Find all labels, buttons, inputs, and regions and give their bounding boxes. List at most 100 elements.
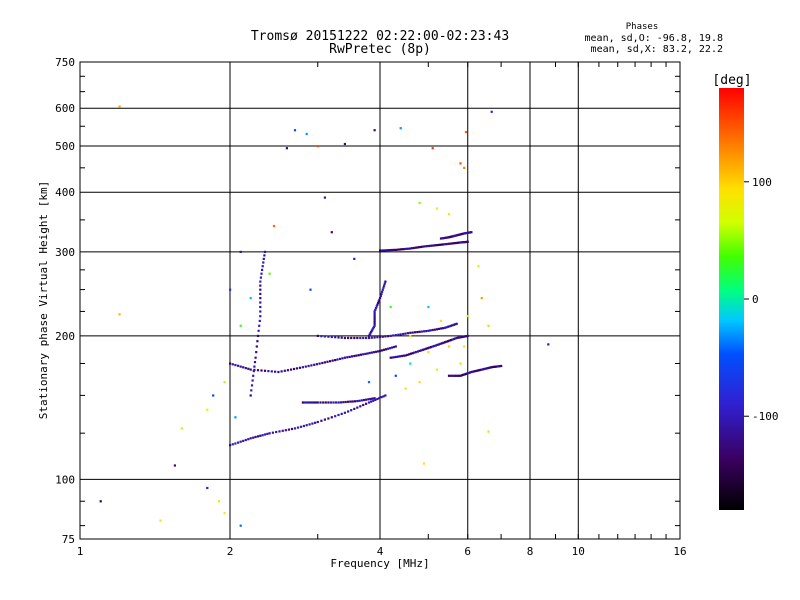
data-point (490, 110, 493, 113)
trace-point (381, 249, 384, 252)
trace-point (421, 245, 424, 248)
trace-point (385, 348, 388, 351)
trace-point (449, 324, 453, 327)
trace-point (356, 406, 359, 409)
trace-point (303, 401, 306, 404)
trace-point (370, 329, 373, 332)
data-point (229, 288, 232, 291)
trace-point (458, 241, 461, 244)
trace-point (384, 394, 387, 397)
trace-point (249, 368, 252, 371)
trace-point (359, 336, 362, 340)
trace-point (358, 399, 361, 402)
trace-point (296, 426, 300, 429)
trace-point (259, 280, 262, 283)
trace-point (253, 361, 257, 364)
trace-point (464, 335, 467, 338)
trace-point (261, 268, 264, 271)
data-point (118, 105, 121, 108)
x-tick-label: 6 (464, 545, 471, 558)
trace-point (374, 350, 378, 353)
trace-point (447, 242, 451, 245)
trace-point (259, 288, 262, 291)
trace-point (357, 354, 360, 357)
trace-point (281, 429, 284, 432)
trace-point (320, 335, 323, 338)
trace-point (323, 361, 326, 364)
trace-point (278, 430, 281, 433)
trace-point (393, 356, 396, 359)
trace-point (388, 249, 392, 252)
trace-point (343, 411, 346, 414)
trace-point (381, 290, 384, 293)
data-point (459, 162, 462, 165)
trace-point (384, 280, 387, 283)
trace-point (231, 363, 234, 366)
trace-point (258, 319, 261, 322)
trace-point (259, 315, 262, 318)
trace-point (379, 349, 382, 352)
trace-point (373, 336, 376, 339)
trace-point (448, 339, 451, 342)
trace-point (496, 365, 499, 368)
trace-point (415, 351, 418, 354)
trace-point (422, 245, 426, 248)
trace-point (374, 307, 378, 310)
trace-point (426, 347, 429, 350)
y-tick-label: 600 (55, 102, 75, 115)
trace-point (438, 243, 442, 246)
trace-point (483, 367, 486, 371)
data-point (206, 486, 209, 490)
trace-point (259, 284, 262, 287)
trace-point (353, 336, 356, 340)
trace-point (373, 312, 376, 315)
trace-point (470, 370, 473, 374)
trace-point (478, 369, 481, 372)
trace-point (458, 336, 461, 339)
trace-point (387, 249, 390, 252)
trace-point (290, 427, 294, 431)
trace-point (418, 349, 421, 352)
trace-point (439, 327, 443, 330)
trace-point (376, 336, 379, 339)
trace-point (323, 335, 326, 338)
data-point (239, 524, 242, 527)
trace-point (370, 331, 373, 334)
trace-point (368, 351, 371, 355)
trace-point (314, 421, 317, 424)
data-point (466, 315, 469, 318)
trace-point (252, 374, 255, 377)
trace-point (416, 331, 419, 334)
trace-point (263, 254, 266, 257)
trace-point (365, 398, 368, 401)
trace-point (343, 356, 346, 359)
trace-point (475, 369, 478, 372)
trace-point (446, 242, 449, 246)
trace-point (271, 431, 274, 434)
trace-point (403, 247, 407, 251)
trace-point (462, 335, 465, 338)
trace-point (440, 243, 443, 246)
data-point (234, 416, 237, 419)
trace-point (412, 246, 415, 250)
trace-point (368, 333, 371, 336)
trace-point (417, 246, 421, 249)
data-point (427, 305, 430, 309)
data-point (316, 145, 319, 148)
trace-point (351, 400, 354, 403)
trace-point (381, 335, 384, 338)
trace-point (379, 294, 382, 298)
trace-point (316, 401, 319, 404)
trace-point (251, 379, 254, 382)
data-points (99, 105, 550, 527)
trace-point (337, 413, 340, 417)
trace-point (274, 370, 277, 373)
trace-point (383, 249, 386, 252)
trace-point (267, 370, 270, 373)
trace-point (498, 365, 502, 368)
colorbar-tick-label: 0 (752, 293, 759, 306)
data-point (427, 351, 430, 354)
trace-point (377, 350, 380, 353)
trace-point (394, 334, 397, 337)
trace-point (381, 349, 384, 352)
